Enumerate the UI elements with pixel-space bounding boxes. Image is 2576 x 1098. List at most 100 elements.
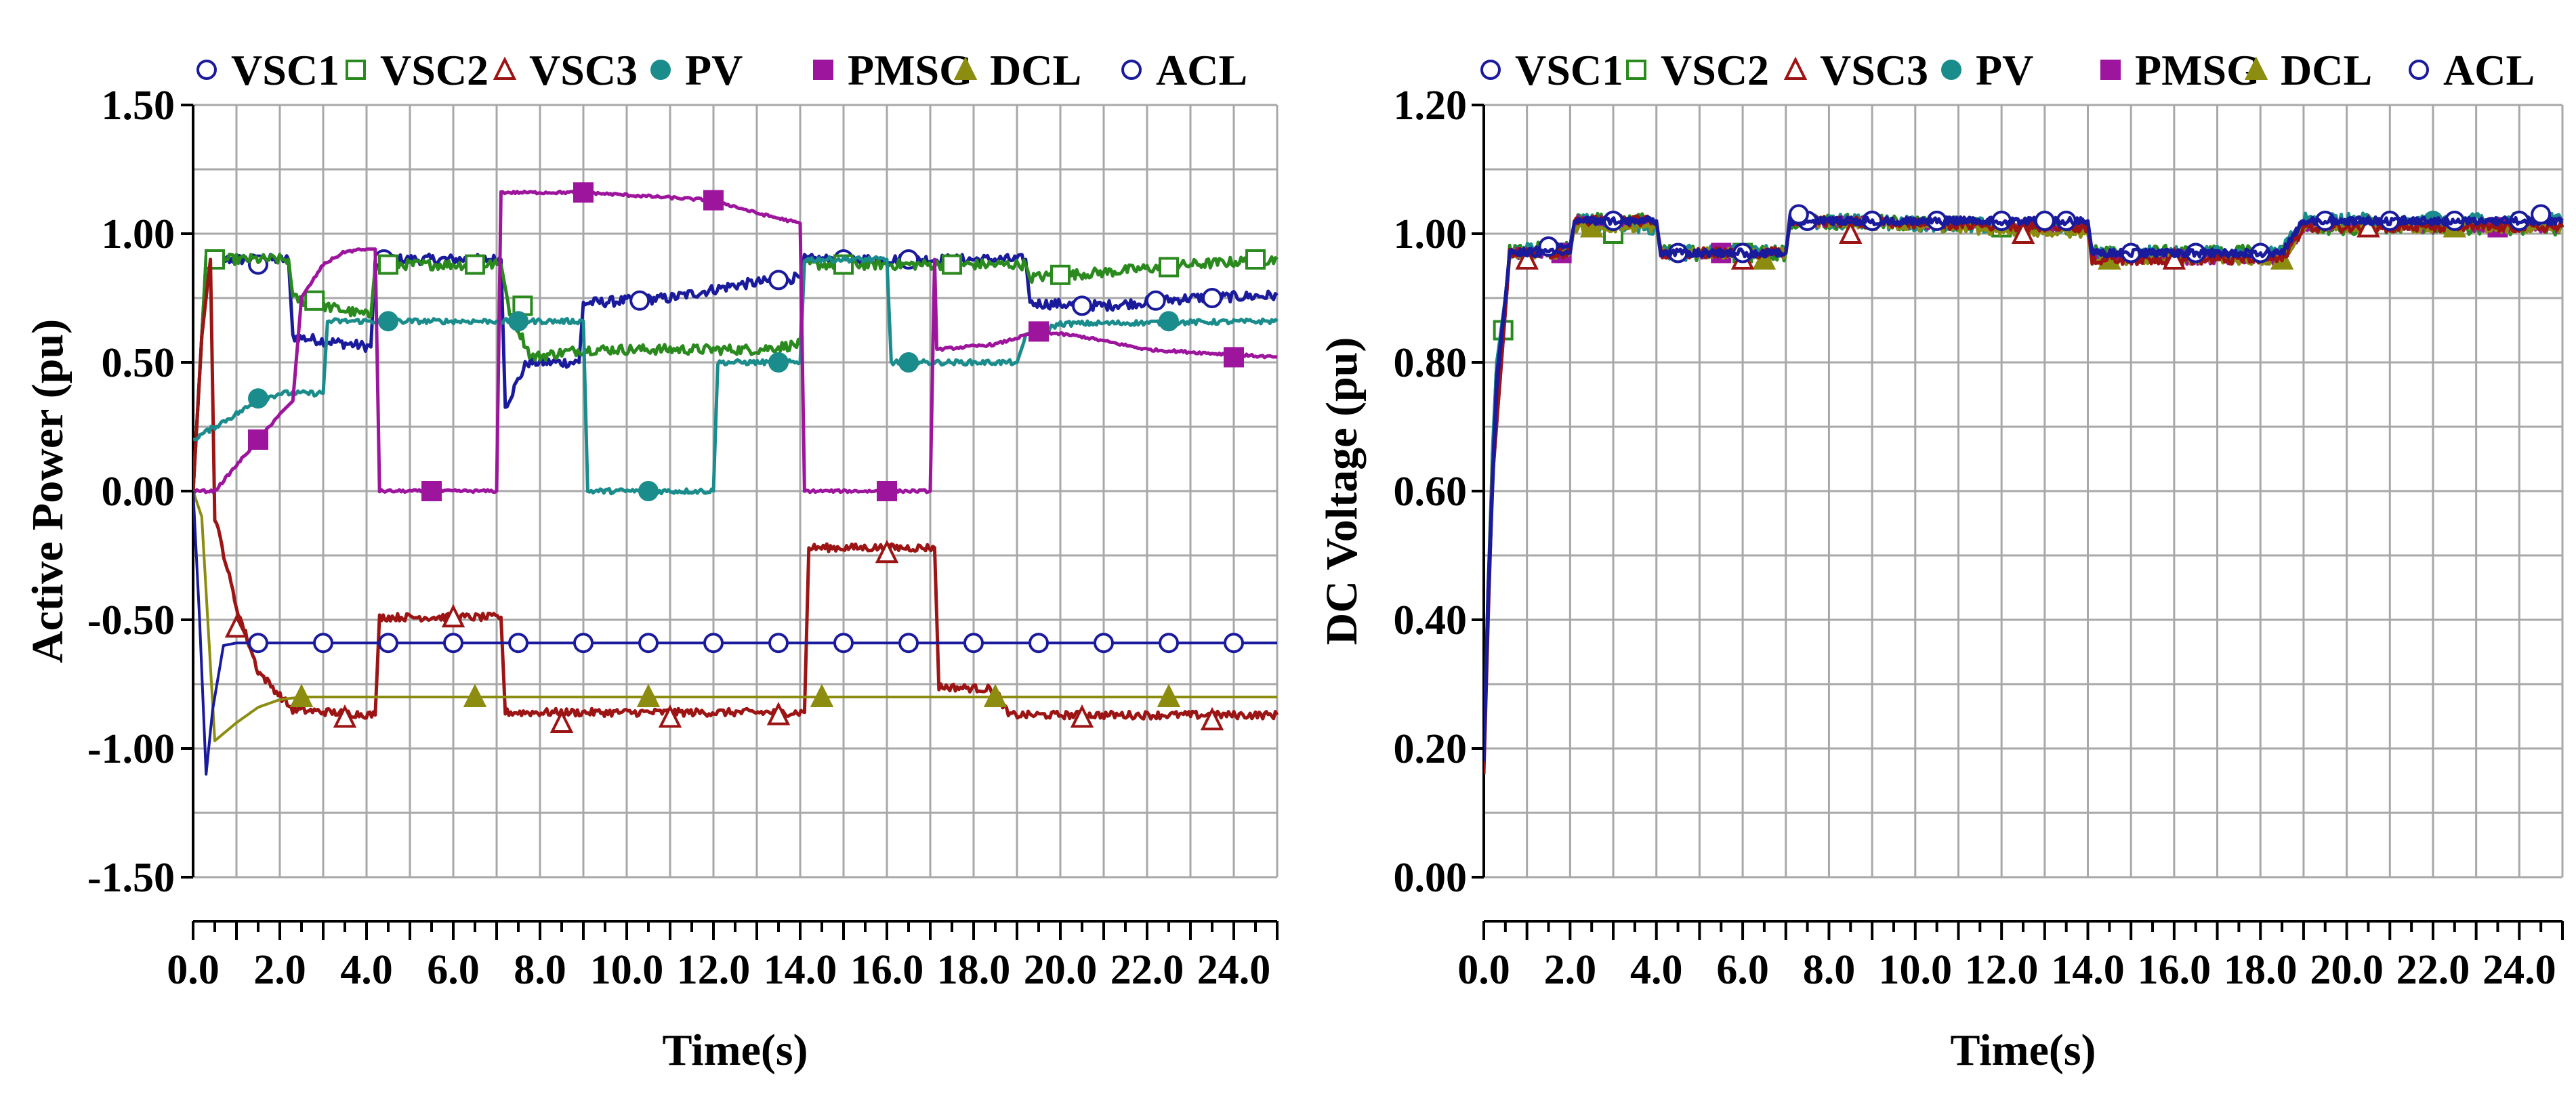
y-tick-label: 0.60: [1394, 469, 1468, 515]
legend-item-vsc3: VSC3: [493, 46, 638, 94]
data-marker-acl: [768, 633, 789, 654]
x-tick-label: 0.0: [1457, 947, 1510, 993]
y-tick-label: -1.50: [87, 855, 175, 901]
series-vsc1: [193, 249, 1279, 492]
data-marker-dcl: [1579, 214, 1604, 238]
data-marker-vsc3: [1839, 220, 1863, 244]
plot-area: [193, 182, 1279, 776]
legend-marker-vsc2: [1626, 60, 1646, 80]
series-pmsg: [193, 182, 1278, 501]
legend-label-acl: ACL: [2443, 46, 2535, 94]
data-marker-pmsg: [421, 481, 442, 501]
data-marker-vsc3: [2011, 220, 2035, 244]
series-pv: [1484, 211, 2564, 749]
y-tick-label: 0.00: [102, 469, 175, 515]
data-marker-acl: [1159, 633, 1179, 654]
series-vsc3: [1484, 214, 2564, 775]
legend-marker-pmsg: [2100, 60, 2121, 80]
x-tick-label: 6.0: [1716, 947, 1769, 993]
x-tick-label: 12.0: [1965, 947, 2039, 993]
y-axis-title: DC Voltage (pu): [1317, 337, 1367, 646]
data-marker-pv: [898, 352, 919, 373]
series-line-pmsg: [1484, 213, 2564, 749]
data-marker-vsc2: [1245, 249, 1266, 270]
data-marker-vsc3: [1070, 704, 1094, 728]
data-marker-acl: [573, 633, 594, 654]
y-tick-label: 0.00: [1394, 855, 1468, 901]
legend-item-vsc2: VSC2: [1626, 46, 1769, 94]
legend-marker-pv: [1941, 60, 1961, 80]
legend-item-pmsg: PMSG: [813, 46, 973, 94]
legend-label-pv: PV: [1976, 46, 2033, 94]
data-marker-vsc3: [766, 702, 791, 725]
data-marker-acl: [1094, 633, 1114, 654]
data-marker-acl: [898, 633, 919, 654]
series-pv: [193, 255, 1279, 501]
y-tick-label: 0.80: [1394, 340, 1468, 386]
data-marker-vsc1: [1072, 295, 1092, 316]
series-vsc3: [193, 257, 1279, 733]
series-acl: [193, 490, 1277, 776]
data-marker-acl: [2034, 211, 2055, 231]
x-tick-label: 16.0: [850, 947, 924, 993]
data-marker-acl: [1788, 204, 1809, 225]
data-marker-pv: [248, 388, 268, 409]
legend-label-vsc2: VSC2: [1661, 46, 1769, 94]
series-acl: [1484, 204, 2564, 762]
x-tick-label: 8.0: [1803, 947, 1856, 993]
series-line-dcl: [193, 490, 1277, 742]
legend-item-vsc1: VSC1: [1480, 46, 1623, 94]
x-tick-label: 18.0: [2224, 947, 2298, 993]
data-marker-vsc2: [942, 254, 962, 275]
series-line-dcl: [1484, 215, 2564, 749]
data-marker-vsc1: [629, 290, 650, 311]
y-tick-label: 1.20: [1394, 83, 1468, 129]
data-marker-vsc3: [1515, 246, 1539, 270]
x-tick-label: 18.0: [937, 947, 1011, 993]
legend-label-vsc2: VSC2: [380, 46, 489, 94]
data-marker-vsc3: [224, 614, 249, 638]
x-tick-label: 12.0: [677, 947, 751, 993]
series-line-vsc3: [193, 257, 1279, 721]
data-marker-pv: [1159, 311, 1179, 332]
legend-marker-vsc1: [1480, 60, 1501, 80]
series-line-vsc2: [193, 253, 1279, 492]
series-vsc2: [193, 249, 1279, 492]
data-marker-vsc3: [875, 539, 899, 564]
legend-marker-vsc2: [346, 60, 366, 80]
x-axis-title: Time(s): [1950, 1026, 2096, 1075]
legend-marker-pmsg: [813, 60, 833, 80]
data-marker-pmsg: [703, 190, 724, 211]
data-marker-pv: [508, 311, 528, 332]
legend-label-pmsg: PMSG: [848, 46, 973, 94]
data-marker-pmsg: [248, 429, 268, 450]
data-marker-vsc2: [378, 254, 398, 275]
data-marker-vsc2: [512, 295, 533, 316]
series-line-acl: [193, 490, 1277, 776]
x-tick-label: 2.0: [1544, 947, 1597, 993]
data-marker-vsc3: [333, 704, 357, 728]
y-tick-label: -1.00: [87, 726, 175, 772]
data-marker-pmsg: [573, 182, 594, 203]
legend-item-pmsg: PMSG: [2100, 46, 2260, 94]
x-tick-label: 24.0: [2482, 947, 2556, 993]
series-dcl: [193, 490, 1277, 742]
data-marker-pmsg: [1224, 347, 1244, 368]
data-marker-acl: [703, 633, 724, 654]
data-marker-dcl: [810, 683, 834, 707]
series-vsc1: [1484, 211, 2564, 762]
y-axis-title: Active Power (pu): [23, 319, 72, 663]
data-marker-pmsg: [877, 481, 897, 501]
data-marker-vsc2: [1159, 257, 1179, 278]
legend-item-acl: ACL: [2409, 46, 2535, 94]
series-line-pmsg: [193, 189, 1278, 494]
series-dcl: [1484, 214, 2564, 749]
legend-marker-pv: [650, 60, 671, 80]
x-tick-label: 8.0: [514, 947, 566, 993]
data-marker-vsc1: [1145, 290, 1166, 311]
data-marker-acl: [638, 633, 659, 654]
x-tick-label: 4.0: [1630, 947, 1683, 993]
legend-item-pv: PV: [1941, 46, 2033, 94]
legend-marker-acl: [1121, 60, 1142, 80]
